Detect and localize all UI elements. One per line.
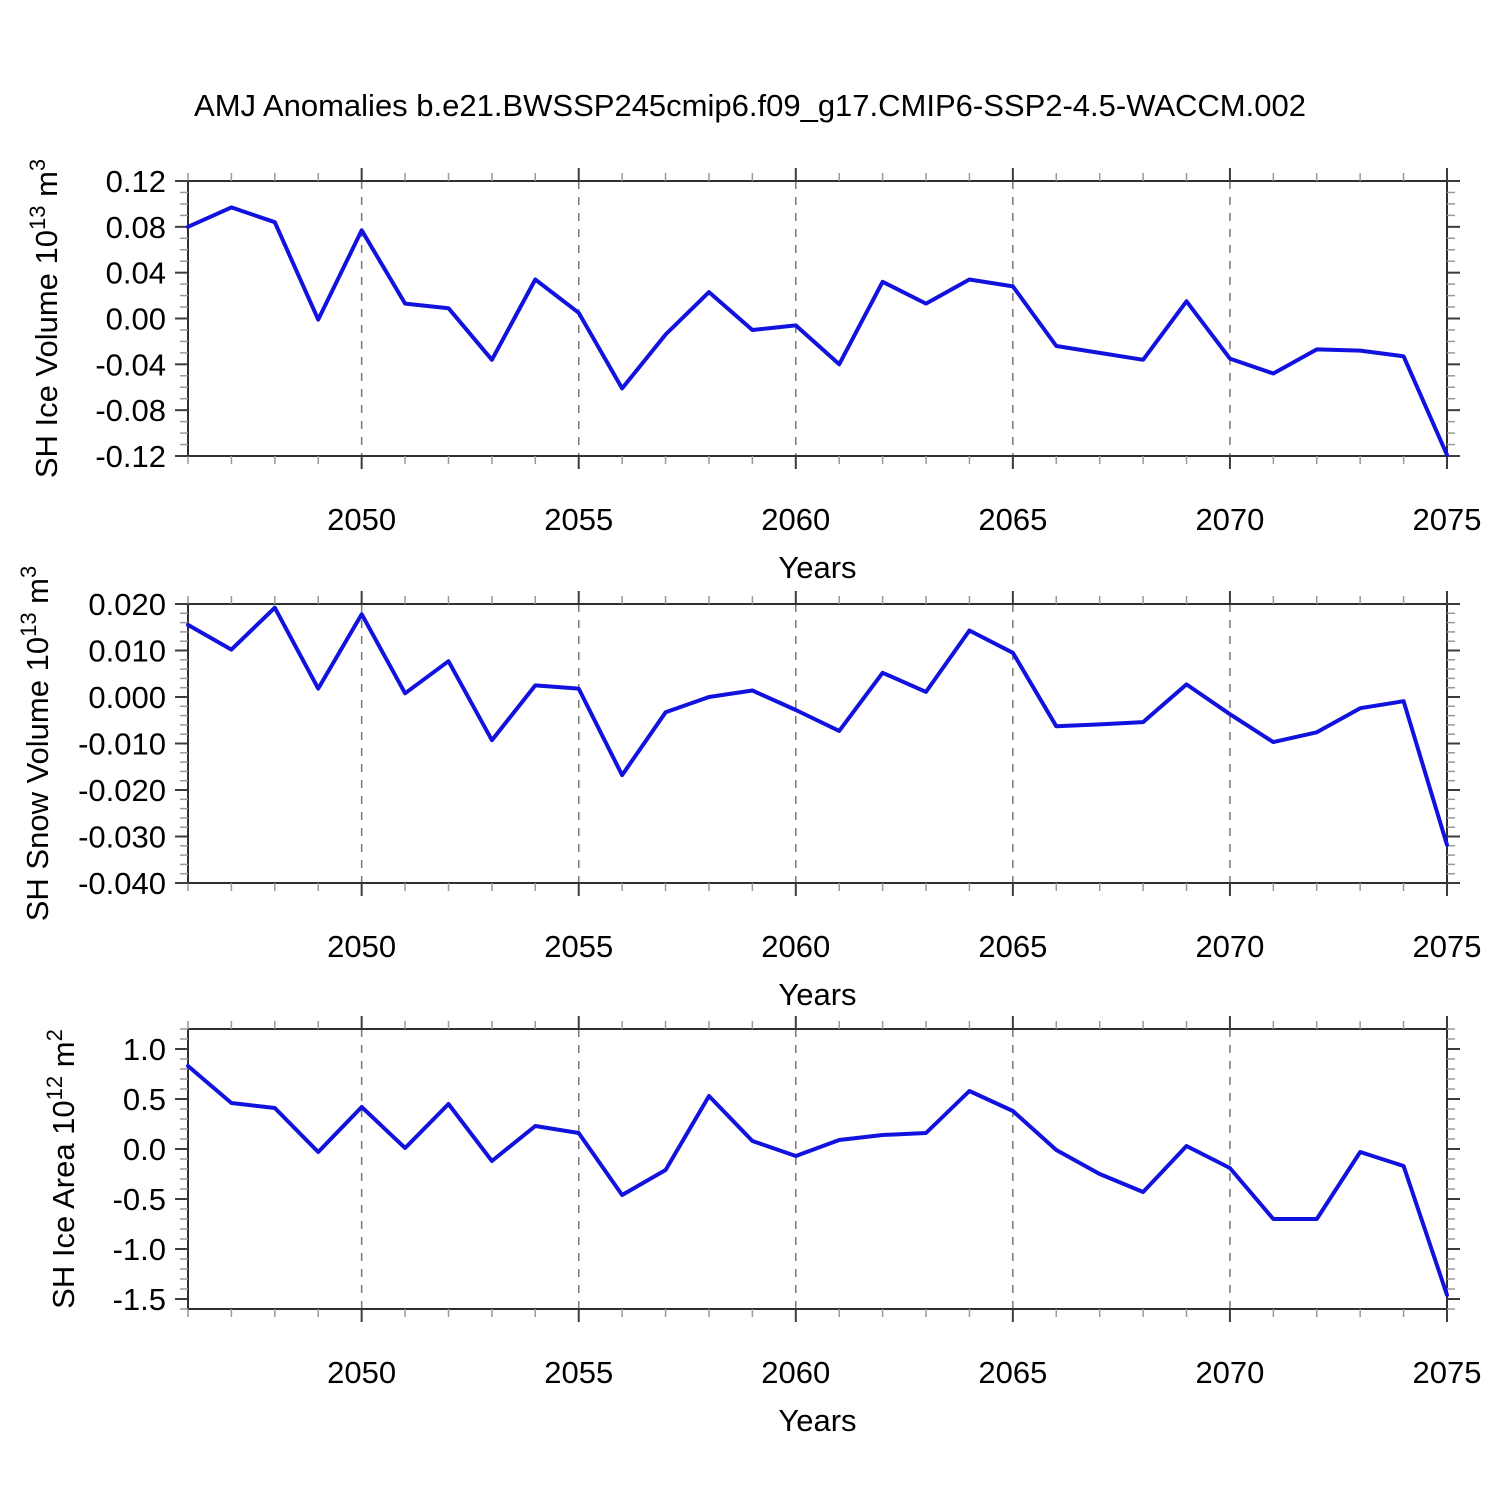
y-tick-label: -0.040 [78,866,166,901]
y-tick-label: -1.5 [113,1282,166,1317]
x-tick-label: 2050 [327,502,396,537]
y-axis-label: SH Ice Volume 1013​ m3​ [25,159,64,478]
y-tick-label: -0.010 [78,727,166,762]
x-tick-label: 2065 [978,502,1047,537]
x-tick-label: 2055 [544,502,613,537]
x-axis-label: Years [778,977,856,1012]
y-tick-labels: 1.0 0.5 0.0 -0.5 -1.0 -1.5 [113,1032,166,1317]
x-tick-label: 2075 [1413,502,1482,537]
x-tick-label: 2070 [1195,929,1264,964]
y-tick-label: 1.0 [123,1032,166,1067]
y-tick-label: -0.12 [95,439,166,474]
x-ticks [187,591,1448,896]
y-tick-label: 0.04 [106,256,166,291]
x-tick-label: 2075 [1413,929,1482,964]
sh-ice-volume-line [186,205,1449,457]
x-tick-label: 2070 [1195,1355,1264,1390]
x-tick-label: 2060 [761,502,830,537]
x-tick-label: 2065 [978,929,1047,964]
x-tick-label: 2060 [761,1355,830,1390]
x-tick-label: 2055 [544,1355,613,1390]
x-tick-label: 2060 [761,929,830,964]
figure-title: AMJ Anomalies b.e21.BWSSP245cmip6.f09_g1… [194,88,1306,123]
y-tick-label: 0.0 [123,1132,166,1167]
y-tick-label: 0.12 [106,164,166,199]
gridlines [360,181,1231,456]
x-tick-label: 2075 [1413,1355,1482,1390]
x-ticks [187,168,1448,469]
y-tick-label: 0.5 [123,1082,166,1117]
x-tick-label: 2070 [1195,502,1264,537]
gridlines [360,1029,1231,1309]
y-axis-label: SH Snow Volume 1013​ m3​ [16,566,55,922]
y-tick-label: -0.04 [95,347,166,382]
x-tick-labels: 2050 2055 2060 2065 2070 2075 [327,929,1481,964]
sh-snow-volume-line [186,605,1449,847]
x-tick-label: 2055 [544,929,613,964]
x-tick-label: 2050 [327,929,396,964]
y-tick-label: 0.000 [88,680,166,715]
x-tick-labels: 2050 2055 2060 2065 2070 2075 [327,1355,1481,1390]
y-tick-label: -0.5 [113,1182,166,1217]
panel-sh-snow-volume: 0.020 0.010 0.000 -0.010 -0.020 -0.030 -0.040 2… [16,566,1481,1012]
y-tick-label: -0.020 [78,773,166,808]
y-ticks [175,180,1460,457]
plot-border [187,1028,1448,1310]
y-tick-label: 0.00 [106,302,166,337]
y-tick-labels: 0.12 0.08 0.04 0.00 -0.04 -0.08 -0.12 [95,164,166,474]
y-tick-labels: 0.020 0.010 0.000 -0.010 -0.020 -0.030 -0.040 [78,587,166,901]
x-ticks [187,1016,1448,1322]
y-tick-label: 0.020 [88,587,166,622]
plot-border [187,180,1448,457]
x-tick-label: 2065 [978,1355,1047,1390]
y-tick-label: -1.0 [113,1232,166,1267]
y-tick-label: 0.08 [106,210,166,245]
sh-ice-area-line [186,1064,1449,1297]
x-tick-labels: 2050 2055 2060 2065 2070 2075 [327,502,1481,537]
y-tick-label: -0.08 [95,393,166,428]
y-tick-label: 0.010 [88,634,166,669]
y-ticks [175,603,1460,884]
x-tick-label: 2050 [327,1355,396,1390]
x-axis-label: Years [778,550,856,585]
y-tick-label: -0.030 [78,820,166,855]
gridlines [360,604,1231,883]
x-axis-label: Years [778,1403,856,1438]
y-ticks [175,1028,1460,1310]
panel-sh-ice-area: 1.0 0.5 0.0 -0.5 -1.0 -1.5 2050 2055 2060 2065 207… [42,1016,1481,1438]
y-axis-label: SH Ice Area 1012​ m2​ [42,1029,81,1309]
